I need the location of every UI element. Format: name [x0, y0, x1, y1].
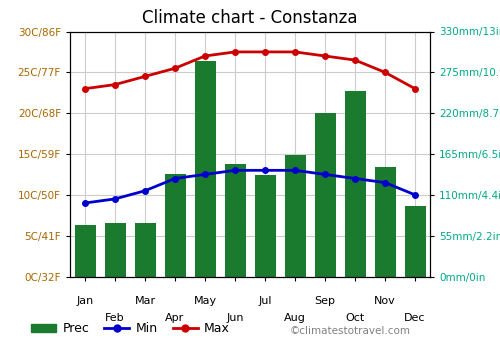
Bar: [284, 155, 306, 276]
Bar: [74, 225, 96, 276]
Bar: [314, 113, 336, 276]
Text: Nov: Nov: [374, 296, 396, 306]
Bar: [104, 223, 126, 276]
Text: Dec: Dec: [404, 313, 426, 323]
Bar: [224, 164, 246, 276]
Text: Apr: Apr: [166, 313, 184, 323]
Bar: [194, 61, 216, 276]
Text: Feb: Feb: [105, 313, 125, 323]
Title: Climate chart - Constanza: Climate chart - Constanza: [142, 9, 358, 27]
Text: Aug: Aug: [284, 313, 306, 323]
Bar: [134, 223, 156, 276]
Text: Jul: Jul: [258, 296, 272, 306]
Bar: [164, 174, 186, 276]
Text: May: May: [194, 296, 216, 306]
Bar: [344, 91, 366, 276]
Text: Jun: Jun: [226, 313, 244, 323]
Text: Oct: Oct: [346, 313, 364, 323]
Text: Mar: Mar: [134, 296, 156, 306]
Legend: Prec, Min, Max: Prec, Min, Max: [26, 317, 235, 340]
Text: Jan: Jan: [76, 296, 94, 306]
Bar: [404, 206, 425, 276]
Text: ©climatestotravel.com: ©climatestotravel.com: [290, 326, 411, 336]
Bar: [374, 167, 396, 276]
Text: Sep: Sep: [314, 296, 336, 306]
Bar: [254, 175, 276, 276]
